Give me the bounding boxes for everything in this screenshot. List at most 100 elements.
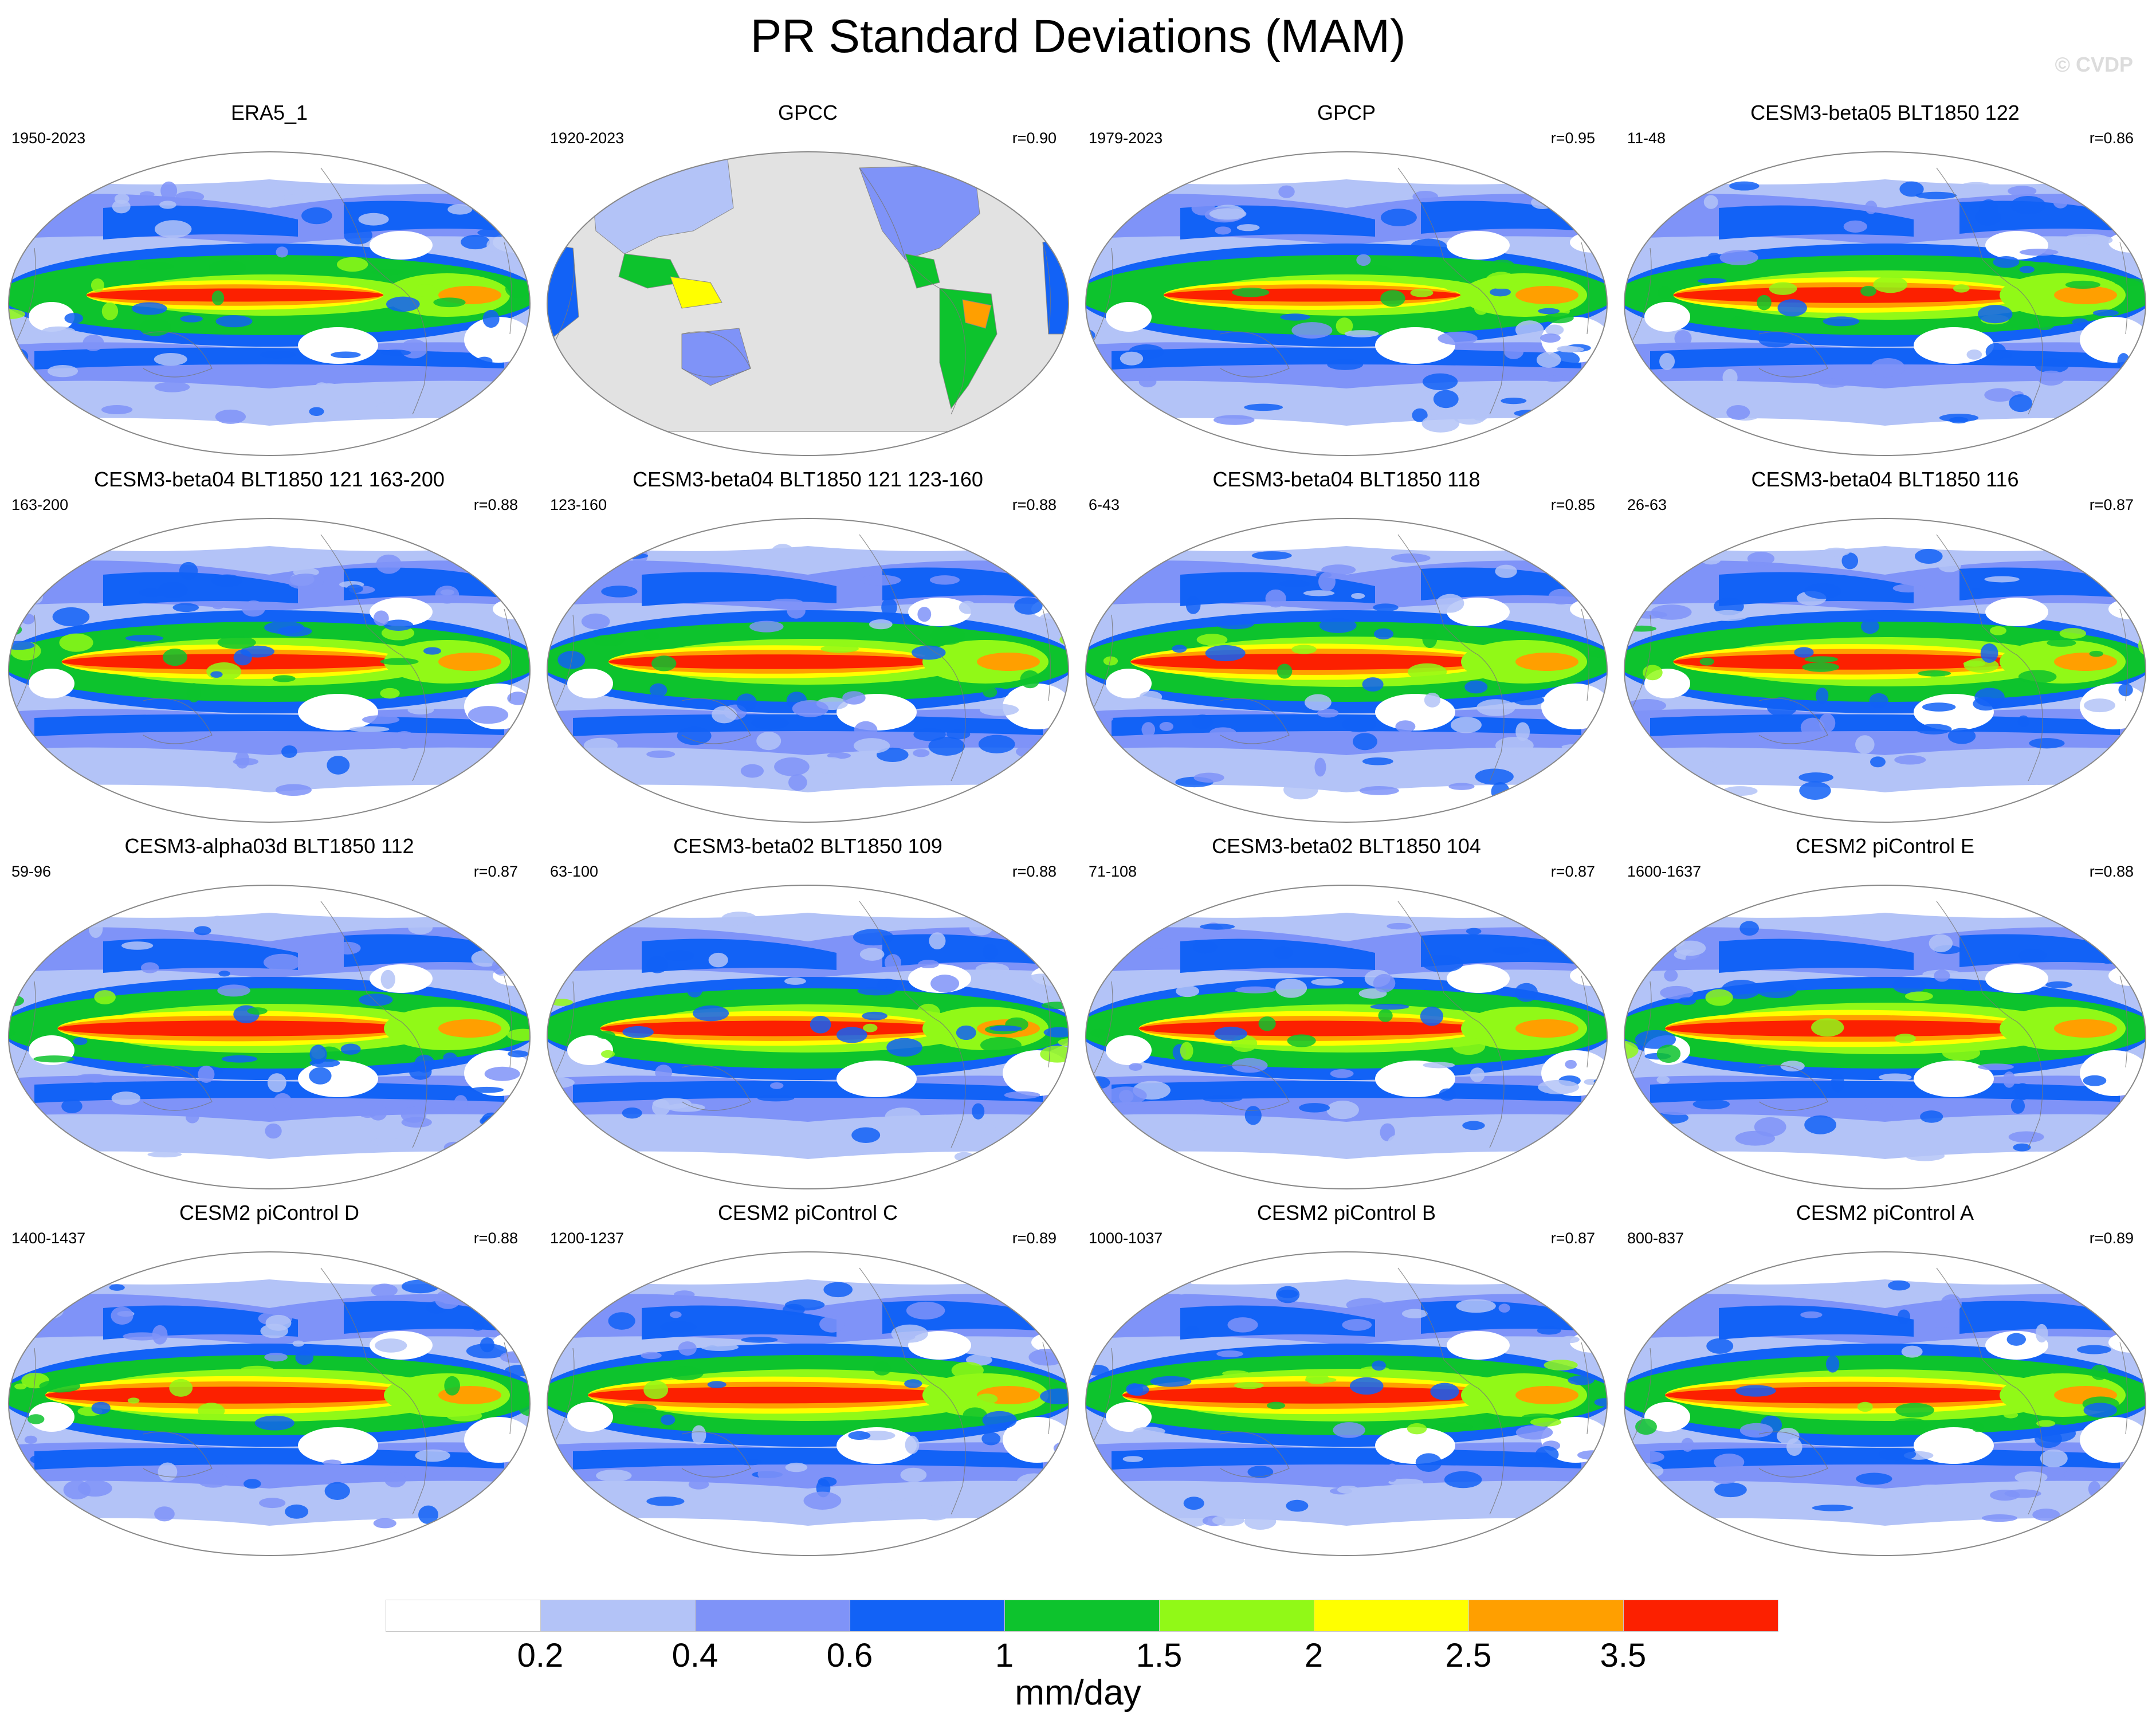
- panel-correlation: r=0.88: [473, 496, 518, 513]
- cvdp-watermark: © CVDP: [2055, 53, 2133, 76]
- texture-blob: [1825, 1355, 1840, 1373]
- texture-blob: [281, 745, 297, 758]
- texture-blob: [721, 912, 757, 926]
- texture-blob: [1196, 634, 1228, 646]
- texture-blob: [1938, 558, 1961, 572]
- texture-blob: [1888, 1280, 1911, 1291]
- coastline: [939, 288, 966, 415]
- dry-zone: [464, 317, 530, 363]
- texture-blob: [757, 1465, 791, 1483]
- texture-blob: [287, 574, 324, 590]
- texture-blob: [194, 926, 211, 936]
- dry-zone: [1570, 1332, 1607, 1353]
- texture-blob: [1028, 1348, 1066, 1366]
- texture-blob: [435, 586, 460, 604]
- texture-blob: [851, 1127, 881, 1143]
- texture-blob: [820, 645, 859, 653]
- texture-blob: [1273, 946, 1293, 960]
- texture-blob: [1432, 1422, 1473, 1432]
- map-field: [9, 519, 530, 822]
- texture-blob: [2066, 234, 2107, 241]
- texture-blob: [2109, 1501, 2134, 1514]
- texture-blob: [854, 721, 878, 739]
- coastline: [1094, 248, 1113, 340]
- texture-blob: [701, 1343, 739, 1351]
- texture-blob: [147, 1151, 182, 1158]
- texture-blob: [1692, 1099, 1730, 1110]
- coastline: [681, 698, 751, 744]
- texture-blob: [774, 757, 810, 776]
- texture-blob: [1544, 312, 1574, 324]
- texture-blob: [1920, 1110, 1943, 1123]
- texture-blob: [1769, 282, 1797, 295]
- texture-blob: [1678, 997, 1696, 1006]
- low-variance-region: [1086, 1252, 1607, 1285]
- map-panel: CESM2 piControl B 1000-1037 r=0.87: [1077, 1200, 1616, 1564]
- texture-blob: [1735, 1130, 1776, 1146]
- texture-blob: [2035, 262, 2055, 273]
- texture-blob: [1537, 1326, 1561, 1335]
- map-border: [1624, 1251, 2146, 1556]
- texture-blob: [1714, 1454, 1745, 1471]
- texture-blob: [109, 1284, 125, 1291]
- texture-blob: [1232, 288, 1270, 297]
- coastline: [555, 981, 575, 1074]
- texture-blob: [707, 1381, 726, 1388]
- texture-blob: [1515, 722, 1530, 741]
- texture-blob: [111, 1306, 133, 1325]
- texture-blob: [1422, 954, 1464, 973]
- texture-blob: [641, 1352, 662, 1360]
- coastline: [17, 1348, 36, 1440]
- texture-blob: [655, 1065, 673, 1081]
- texture-blob: [198, 1065, 215, 1083]
- texture-blob: [1538, 308, 1560, 315]
- coastline: [939, 654, 966, 782]
- coastline: [1220, 1431, 1290, 1478]
- texture-blob: [470, 1086, 504, 1093]
- texture-blob: [785, 1462, 808, 1472]
- panel-years: 1400-1437: [11, 1230, 86, 1247]
- texture-blob: [1148, 933, 1171, 949]
- atlantic-itcz: [1515, 1386, 1578, 1404]
- texture-blob: [2077, 1345, 2111, 1354]
- texture-blob: [25, 400, 60, 406]
- texture-blob: [1818, 378, 1848, 388]
- texture-blob: [976, 1393, 998, 1404]
- storm-track: [1719, 205, 1914, 239]
- texture-blob: [1843, 220, 1867, 233]
- coastline: [859, 534, 940, 655]
- texture-blob: [1580, 1498, 1607, 1510]
- texture-blob: [1267, 1401, 1286, 1409]
- texture-blob: [975, 963, 1010, 976]
- dry-zone: [1106, 1035, 1152, 1065]
- dry-zone: [370, 964, 433, 993]
- texture-blob: [2118, 683, 2133, 697]
- texture-blob: [1321, 564, 1356, 575]
- texture-blob: [1660, 1150, 1698, 1166]
- texture-blob: [154, 220, 192, 238]
- texture-blob: [1395, 720, 1416, 733]
- texture-blob: [507, 692, 529, 705]
- texture-blob: [912, 645, 946, 660]
- coastline: [1581, 242, 1589, 335]
- texture-blob: [2072, 318, 2088, 326]
- coastline: [2016, 1021, 2043, 1148]
- texture-blob: [1816, 688, 1829, 704]
- texture-blob: [1977, 305, 2013, 324]
- coastline: [143, 331, 213, 378]
- texture-blob: [1984, 388, 2016, 402]
- map-panel: CESM2 piControl D 1400-1437 r=0.88: [0, 1200, 539, 1564]
- colorbar-tick-label: 2.5: [1445, 1637, 1492, 1674]
- texture-blob: [401, 1117, 432, 1128]
- texture-blob: [443, 1053, 457, 1063]
- texture-blob: [1656, 1075, 1670, 1084]
- texture-blob: [9, 624, 22, 635]
- texture-blob: [1378, 1009, 1393, 1022]
- texture-blob: [2092, 309, 2119, 316]
- dry-zone: [464, 1417, 530, 1463]
- texture-blob: [1798, 772, 1833, 783]
- texture-blob: [1548, 607, 1572, 627]
- texture-blob: [749, 621, 784, 633]
- texture-blob: [1421, 414, 1460, 433]
- texture-blob: [2035, 1324, 2048, 1343]
